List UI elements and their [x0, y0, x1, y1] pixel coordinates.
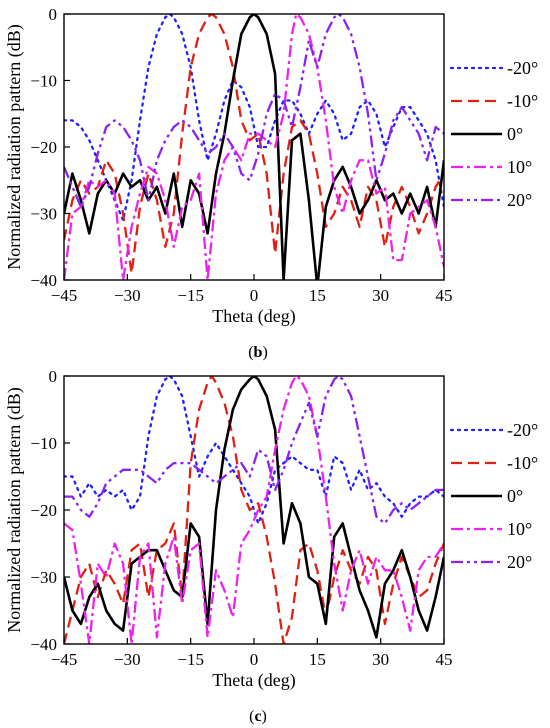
legend-label: 10°	[507, 157, 532, 177]
x-tick-label: 15	[309, 650, 326, 669]
series-line-1-2	[64, 376, 444, 639]
series-line-1-0	[64, 376, 444, 525]
y-axis-label: Normalized radiation pattern (dB)	[4, 387, 25, 632]
series-line-1-4	[64, 376, 444, 525]
legend-label: -10°	[507, 91, 538, 111]
y-tick-label: −40	[30, 271, 57, 290]
x-tick-label: −15	[177, 650, 204, 669]
x-tick-label: −30	[114, 650, 141, 669]
series-line-0-1	[64, 14, 444, 275]
y-tick-label: −30	[30, 568, 57, 587]
y-tick-label: 0	[49, 5, 58, 24]
panel-label: (b)	[248, 344, 268, 361]
x-tick-label: 0	[250, 650, 259, 669]
series-line-0-4	[64, 14, 444, 208]
legend-label: 10°	[507, 519, 532, 539]
x-tick-label: −15	[177, 286, 204, 305]
x-tick-label: 30	[372, 286, 389, 305]
y-tick-label: −20	[30, 501, 57, 520]
series-line-1-1	[64, 376, 444, 644]
x-tick-label: −45	[51, 286, 78, 305]
y-tick-label: −20	[30, 138, 57, 157]
x-tick-label: 30	[372, 650, 389, 669]
legend-label: -20°	[507, 58, 538, 78]
y-tick-label: −40	[30, 635, 57, 654]
y-axis-label: Normalized radiation pattern (dB)	[4, 24, 25, 269]
legend-label: 0°	[507, 124, 523, 144]
series-line-0-3	[64, 14, 444, 280]
series-line-0-2	[64, 14, 444, 280]
x-tick-label: 15	[309, 286, 326, 305]
legend-label: 20°	[507, 552, 532, 572]
y-tick-label: −10	[30, 72, 57, 91]
panel-label: (c)	[249, 708, 267, 725]
y-tick-label: −10	[30, 434, 57, 453]
legend-label: 0°	[507, 486, 523, 506]
x-tick-label: −30	[114, 286, 141, 305]
x-axis-label: Theta (deg)	[212, 670, 295, 691]
legend-label: -20°	[507, 420, 538, 440]
series-line-0-0	[64, 14, 444, 222]
x-tick-label: 0	[250, 286, 259, 305]
legend-label: -10°	[507, 453, 538, 473]
y-tick-label: 0	[49, 367, 58, 386]
legend-label: 20°	[507, 190, 532, 210]
x-tick-label: 45	[436, 650, 453, 669]
x-tick-label: 45	[436, 286, 453, 305]
x-tick-label: −45	[51, 650, 78, 669]
series-line-1-3	[64, 376, 444, 644]
y-tick-label: −30	[30, 205, 57, 224]
x-axis-label: Theta (deg)	[212, 306, 295, 327]
plot-frame	[63, 375, 445, 645]
